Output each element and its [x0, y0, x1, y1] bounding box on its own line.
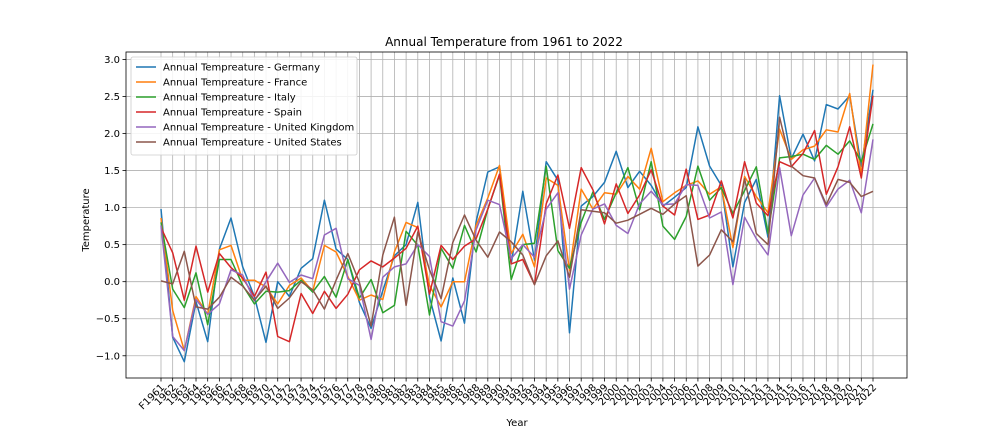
legend-label: Annual Tempreature - United States — [163, 138, 342, 149]
y-tick-label: 1.0 — [104, 203, 120, 214]
series-line — [160, 64, 874, 352]
plot-frame — [125, 51, 908, 379]
y-tick-label: 1.5 — [104, 166, 120, 177]
y-tick-label: 2.5 — [104, 92, 120, 103]
legend-label: Annual Tempreature - Spain — [163, 108, 302, 119]
y-tick-label: 2.0 — [104, 129, 120, 140]
y-tick-label: 3.0 — [104, 55, 120, 66]
y-axis-label: Temperature — [81, 188, 92, 252]
legend-box — [130, 56, 358, 156]
y-tick-label: −1.0 — [96, 351, 120, 362]
y-tick-label: 0.5 — [104, 240, 120, 251]
legend-label: Annual Tempreature - Germany — [163, 63, 320, 74]
chart-title: Annual Temperature from 1961 to 2022 — [385, 35, 623, 49]
x-axis-label: Year — [505, 418, 528, 429]
legend: Annual Tempreature - Germany Annual Tempr… — [130, 56, 358, 156]
series-line — [160, 139, 874, 352]
legend-label: Annual Tempreature - Italy — [163, 93, 296, 104]
series-lines — [160, 64, 874, 363]
series-line — [160, 116, 874, 327]
series-line — [160, 95, 874, 343]
y-tick-label: 0.0 — [104, 277, 120, 288]
legend-label: Annual Tempreature - France — [163, 78, 307, 89]
legend-label: Annual Tempreature - United Kingdom — [163, 123, 354, 134]
y-tick-label: −0.5 — [96, 314, 120, 325]
series-line — [160, 89, 874, 363]
